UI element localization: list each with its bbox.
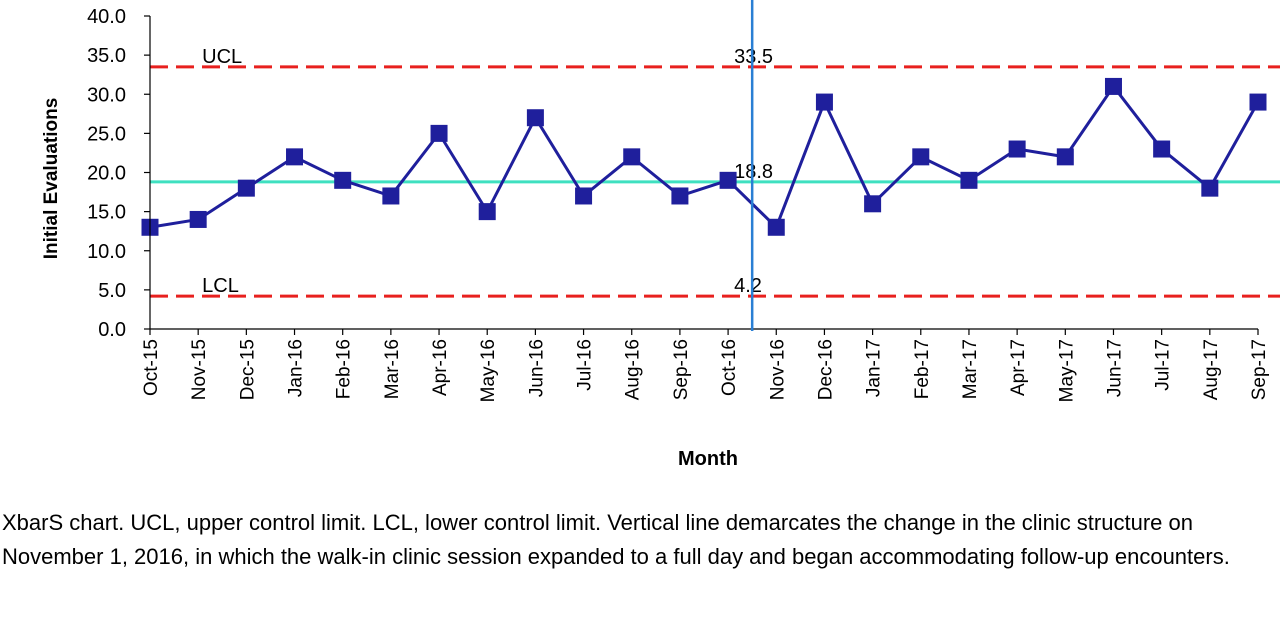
data-point	[526, 109, 544, 127]
x-tick-label: Dec-15	[237, 339, 258, 400]
data-point	[1249, 93, 1267, 111]
x-tick-label: Sep-17	[1249, 339, 1270, 400]
y-axis-tick-labels: 0.0 5.0 10.0 15.0 20.0 25.0 30.0 35.0 40.0	[87, 6, 126, 341]
x-tick-label: Nov-16	[767, 339, 788, 400]
x-tick-label: Jan-17	[864, 339, 885, 397]
y-tick-label: 35.0	[87, 45, 126, 67]
data-point	[286, 148, 304, 166]
y-tick-label: 40.0	[87, 6, 126, 28]
y-axis-label: Initial Evaluations	[41, 98, 62, 260]
data-point	[719, 171, 737, 189]
control-line-value: 4.2	[734, 275, 762, 297]
y-tick-label: 5.0	[98, 280, 126, 302]
data-point	[382, 187, 400, 205]
x-tick-label: Jan-16	[286, 339, 307, 397]
data-point	[623, 148, 641, 166]
data-point	[575, 187, 593, 205]
data-point	[960, 171, 978, 189]
x-tick-label: Feb-16	[334, 339, 355, 399]
y-tick-label: 0.0	[98, 319, 126, 341]
y-tick-label: 15.0	[87, 202, 126, 224]
x-tick-label: Apr-16	[430, 339, 451, 396]
data-point	[1201, 179, 1219, 197]
data-series	[141, 77, 1267, 236]
data-point	[815, 93, 833, 111]
data-point	[864, 195, 882, 213]
x-tick-label: Aug-17	[1201, 339, 1222, 400]
x-tick-label: May-16	[478, 339, 499, 402]
data-point	[1104, 77, 1122, 95]
x-axis-label: Month	[678, 448, 738, 470]
x-tick-label: Nov-15	[189, 339, 210, 400]
x-tick-label: Jul-16	[575, 339, 596, 391]
x-tick-label: Oct-15	[141, 339, 162, 396]
data-point	[334, 171, 352, 189]
x-tick-label: Sep-16	[671, 339, 692, 400]
control-line-value: 18.8	[734, 161, 773, 183]
x-tick-label: May-17	[1056, 339, 1077, 402]
data-point	[478, 203, 496, 221]
data-point	[430, 124, 448, 142]
x-tick-label: Dec-16	[815, 339, 836, 400]
y-tick-label: 25.0	[87, 123, 126, 145]
data-point	[912, 148, 930, 166]
x-tick-label: Jun-17	[1104, 339, 1125, 397]
data-point	[767, 218, 785, 236]
y-tick-label: 30.0	[87, 84, 126, 106]
x-tick-label: Apr-17	[1008, 339, 1029, 396]
x-tick-label: Mar-17	[960, 339, 981, 399]
figure-caption: XbarS chart. UCL, upper control limit. L…	[2, 510, 1230, 569]
x-tick-label: Jun-16	[526, 339, 547, 397]
control-line-label: LCL	[202, 275, 239, 297]
data-point	[1153, 140, 1171, 158]
x-axis-tick-labels: Oct-15 Nov-15 Dec-15 Jan-16 Feb-16 Mar-16 Apr-…	[141, 339, 1270, 402]
control-line-label: UCL	[202, 46, 242, 68]
x-tick-label: Mar-16	[382, 339, 403, 399]
control-chart: 0.0 5.0 10.0 15.0 20.0 25.0 30.0 35.0 40.0 UCL 33…	[41, 0, 1280, 470]
y-tick-label: 20.0	[87, 163, 126, 185]
data-point	[189, 210, 207, 228]
data-point	[1008, 140, 1026, 158]
control-line-value: 33.5	[734, 46, 773, 68]
axis-tick-marks	[144, 15, 1259, 335]
series-line	[149, 84, 1260, 229]
x-tick-label: Jul-17	[1153, 339, 1174, 391]
y-tick-label: 10.0	[87, 241, 126, 263]
data-point	[1056, 148, 1074, 166]
data-point	[671, 187, 689, 205]
x-tick-label: Feb-17	[912, 339, 933, 399]
data-point	[237, 179, 255, 197]
x-tick-label: Oct-16	[719, 339, 740, 396]
x-tick-label: Aug-16	[623, 339, 644, 400]
